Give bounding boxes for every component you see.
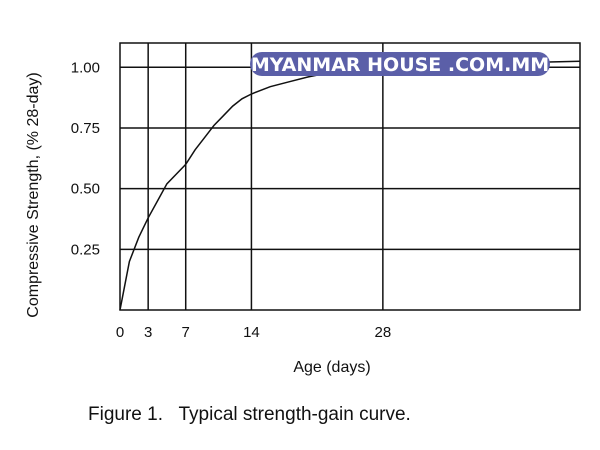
x-tick-label: 28 xyxy=(375,324,392,341)
vertical-gridlines xyxy=(147,43,384,310)
y-tick-label: 0.50 xyxy=(71,181,100,198)
y-axis-label: Compressive Strength, (% 28-day) xyxy=(25,72,42,317)
y-tick-labels: 0.25 0.50 0.75 1.00 xyxy=(71,59,100,258)
y-tick-label: 0.25 xyxy=(71,241,100,258)
watermark-text: MYANMAR HOUSE .COM.MM xyxy=(251,54,549,76)
strength-curve-line xyxy=(119,60,581,311)
watermark-background xyxy=(250,52,550,76)
watermark-badge: MYANMAR HOUSE .COM.MM xyxy=(250,52,550,76)
x-tick-label: 14 xyxy=(243,324,260,341)
x-axis-label: Age (days) xyxy=(293,359,370,376)
y-tick-label: 0.75 xyxy=(71,120,100,137)
figure-caption: Figure 1. Typical strength-gain curve. xyxy=(88,404,411,425)
x-tick-label: 7 xyxy=(182,324,190,341)
x-tick-labels: 0 3 7 14 28 xyxy=(116,324,391,341)
x-tick-label: 0 xyxy=(116,324,124,341)
x-tick-label: 3 xyxy=(144,324,152,341)
plot-frame xyxy=(119,42,581,311)
y-tick-label: 1.00 xyxy=(71,59,100,76)
strength-gain-chart: 0 3 7 14 28 0.25 0.50 0.75 1.00 Age (days) Comp… xyxy=(25,42,581,376)
